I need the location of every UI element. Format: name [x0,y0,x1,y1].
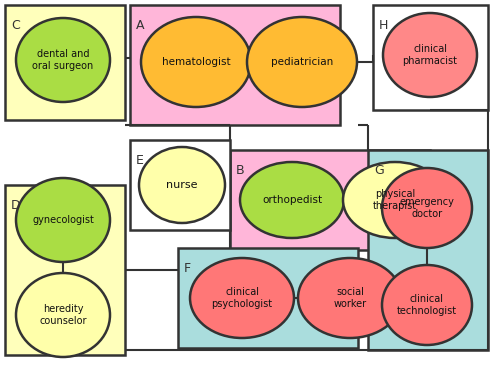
Ellipse shape [16,273,110,357]
Bar [5,5,125,120]
Text: hematologist: hematologist [162,57,230,67]
Text: emergency
doctor: emergency doctor [400,197,454,219]
Ellipse shape [383,13,477,97]
Text: dental and
oral surgeon: dental and oral surgeon [32,49,94,71]
Ellipse shape [343,162,447,238]
Text: H: H [379,19,388,32]
Text: B: B [236,164,244,177]
Text: clinical
technologist: clinical technologist [397,294,457,316]
Text: E: E [136,154,144,167]
Ellipse shape [139,147,225,223]
Bar [368,150,488,350]
Text: clinical
pharmacist: clinical pharmacist [402,44,458,66]
Ellipse shape [240,162,344,238]
Ellipse shape [382,168,472,248]
Ellipse shape [16,178,110,262]
Ellipse shape [190,258,294,338]
Text: nurse: nurse [166,180,198,190]
Bar [5,185,125,355]
Bar [230,150,430,250]
Text: heredity
counselor: heredity counselor [39,304,87,326]
Ellipse shape [247,17,357,107]
Bar [130,5,340,125]
Text: pediatrician: pediatrician [271,57,333,67]
Text: gynecologist: gynecologist [32,215,94,225]
Ellipse shape [16,18,110,102]
Ellipse shape [382,265,472,345]
Ellipse shape [141,17,251,107]
Bar [373,5,488,110]
Text: G: G [374,164,384,177]
Text: C: C [11,19,20,32]
Text: physical
therapist: physical therapist [373,189,417,211]
Text: D: D [11,199,20,212]
Text: social
worker: social worker [334,287,366,309]
Text: orthopedist: orthopedist [262,195,322,205]
Text: F: F [184,262,191,275]
Bar [130,140,230,230]
Ellipse shape [298,258,402,338]
Text: clinical
psychologist: clinical psychologist [212,287,272,309]
Text: A: A [136,19,144,32]
Bar [178,248,358,348]
